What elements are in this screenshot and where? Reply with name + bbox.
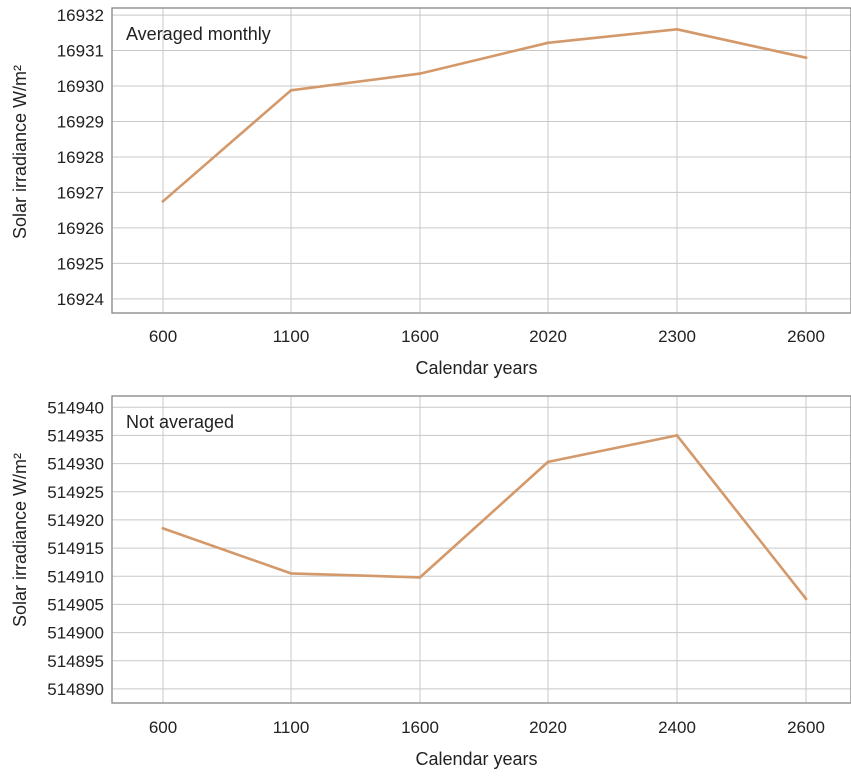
- data-point: [546, 41, 550, 45]
- plot-frame: [111, 7, 851, 314]
- y-tick-label: 514935: [47, 426, 104, 445]
- y-tick-label: 514890: [47, 680, 104, 699]
- x-axis-title: Calendar years: [415, 749, 537, 769]
- x-tick-label: 1100: [273, 327, 310, 346]
- y-axis-title: Solar irradiance W/m²: [10, 65, 30, 239]
- data-point: [804, 56, 808, 60]
- plot-border: [111, 7, 851, 314]
- y-tick-label: 16927: [57, 183, 104, 202]
- data-point: [161, 199, 165, 203]
- y-tick-label: 16925: [57, 254, 104, 273]
- y-tick-label: 514920: [47, 511, 104, 530]
- data-point: [804, 597, 808, 601]
- x-tick-label: 2600: [787, 327, 825, 346]
- y-tick-label: 16932: [57, 6, 104, 25]
- y-tick-label: 16930: [57, 77, 104, 96]
- series-line: [161, 434, 808, 601]
- y-tick-label: 514915: [47, 539, 104, 558]
- data-point: [675, 434, 679, 437]
- chart-panel-2: 514890 514895 514900 514905 514910 514915 5149…: [10, 395, 851, 769]
- x-tick-label: 1600: [401, 327, 439, 346]
- plot-border: [111, 395, 851, 704]
- y-tick-label: 16931: [57, 42, 104, 61]
- series-line: [161, 27, 808, 203]
- x-tick-label: 600: [149, 718, 177, 737]
- y-tick-label: 514925: [47, 483, 104, 502]
- x-tick-label: 2020: [529, 718, 567, 737]
- panel-annotation: Averaged monthly: [126, 24, 271, 44]
- x-tick-label: 600: [149, 327, 177, 346]
- y-tick-label: 16928: [57, 148, 104, 167]
- y-tick-label: 514930: [47, 455, 104, 474]
- data-point: [675, 27, 679, 31]
- data-point: [289, 572, 293, 575]
- x-tick-label: 1600: [401, 718, 439, 737]
- panel-annotation: Not averaged: [126, 412, 234, 432]
- plot-frame: [111, 395, 851, 704]
- y-tick-label: 514900: [47, 624, 104, 643]
- x-axis-title: Calendar years: [415, 358, 537, 378]
- x-tick-label: 2600: [787, 718, 825, 737]
- y-tick-label: 16924: [57, 290, 104, 309]
- x-tick-label: 2300: [658, 327, 696, 346]
- data-point: [546, 460, 550, 464]
- y-tick-label: 514905: [47, 595, 104, 614]
- y-tick-label: 514940: [47, 398, 104, 417]
- y-tick-label: 514910: [47, 567, 104, 586]
- data-point: [418, 576, 422, 579]
- data-point: [161, 527, 165, 530]
- y-tick-label: 514895: [47, 652, 104, 671]
- x-tick-label: 2400: [658, 718, 696, 737]
- y-tick-label: 16926: [57, 219, 104, 238]
- x-tick-label: 1100: [273, 718, 310, 737]
- x-tick-label: 2020: [529, 327, 567, 346]
- y-axis-title: Solar irradiance W/m²: [10, 453, 30, 627]
- y-tick-label: 16929: [57, 112, 104, 131]
- data-point: [289, 88, 293, 92]
- data-point: [418, 72, 422, 75]
- chart-panel-1: 16924 16925 16926 16927 16928 16929 16930 16931…: [10, 6, 851, 378]
